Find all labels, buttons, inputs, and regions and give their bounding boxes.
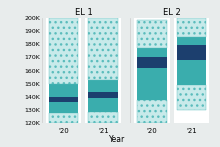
Bar (49, 97, 79, 102)
Bar (177, 37, 206, 45)
Bar (46, 18, 81, 123)
Bar (134, 18, 170, 123)
Bar (177, 60, 206, 85)
Bar (88, 92, 118, 98)
Bar (137, 48, 167, 57)
Title: EL 1: EL 1 (75, 8, 92, 17)
Text: Year: Year (108, 135, 125, 144)
Bar (137, 68, 167, 100)
Bar (49, 84, 79, 97)
Bar (137, 20, 167, 48)
Bar (88, 80, 118, 92)
Bar (49, 102, 79, 113)
Bar (137, 100, 167, 123)
Title: EL 2: EL 2 (163, 8, 181, 17)
Bar (174, 18, 209, 123)
Bar (137, 57, 167, 68)
Bar (177, 45, 206, 60)
Bar (88, 112, 118, 123)
Bar (88, 18, 118, 80)
Bar (49, 18, 79, 84)
Bar (177, 85, 206, 110)
Bar (177, 18, 206, 37)
Bar (49, 113, 79, 123)
Bar (88, 98, 118, 112)
Bar (85, 18, 121, 123)
